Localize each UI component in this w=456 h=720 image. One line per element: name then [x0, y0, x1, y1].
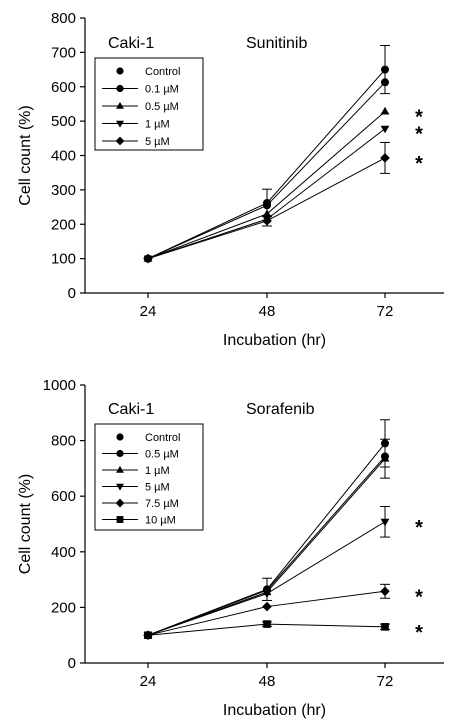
significance-star: * [415, 124, 423, 146]
legend-box [94, 57, 204, 151]
x-tick-label: 24 [140, 673, 157, 690]
significance-star: * [415, 107, 423, 129]
data-point [143, 253, 153, 264]
legend: Control 0.1 µM 0.5 µM 1 µM 5 µM [94, 57, 204, 151]
data-point [380, 586, 390, 597]
drug-label: Sunitinib [246, 35, 307, 52]
x-tick-label: 48 [259, 303, 276, 320]
legend-label: 0.5 µM [145, 101, 179, 113]
y-tick-label: 100 [51, 251, 76, 268]
legend-marker [116, 120, 124, 128]
data-point [381, 78, 389, 87]
significance-star: * [415, 517, 423, 539]
data-point [263, 201, 271, 210]
significance-star: * [415, 622, 423, 644]
legend-label: 1 µM [145, 119, 170, 131]
legend-marker [116, 101, 124, 109]
legend-marker [115, 136, 125, 146]
y-tick-label: 200 [51, 216, 76, 233]
data-point [380, 125, 390, 134]
x-tick-label: 24 [140, 303, 157, 320]
data-point [262, 590, 272, 599]
cell-line-label: Caki-1 [108, 35, 154, 52]
x-tick-label: 48 [259, 673, 276, 690]
y-axis-title: Cell count (%) [17, 105, 34, 205]
data-point [381, 65, 389, 74]
data-point [144, 631, 152, 639]
legend: Control 0.5 µM 1 µM 5 µM 7.5 µM 10 µM [94, 423, 204, 531]
y-tick-label: 1000 [43, 377, 76, 394]
y-tick-label: 400 [51, 148, 76, 165]
data-point [380, 106, 390, 115]
y-tick-label: 400 [51, 544, 76, 561]
series-5 [143, 141, 390, 264]
chart-panel-2: 0 200 400 600 800 1000 24 48 72 Incubation (hr) Ce… [17, 377, 444, 719]
y-tick-label: 600 [51, 488, 76, 505]
data-point [262, 209, 272, 217]
legend-marker [116, 67, 124, 75]
drug-label: Sorafenib [246, 401, 315, 418]
legend-label: 0.5 µM [145, 449, 179, 461]
legend-marker [116, 465, 124, 473]
chart-panel-1: 0 100 200 300 400 500 600 700 800 24 48 72 Incubatio… [17, 10, 444, 349]
significance-star: * [415, 586, 423, 608]
data-point [262, 216, 272, 226]
legend-label: Control [145, 66, 180, 78]
legend-label: 5 µM [145, 482, 170, 494]
y-tick-label: 500 [51, 113, 76, 130]
y-tick-label: 300 [51, 182, 76, 199]
data-point [263, 620, 271, 628]
legend-label: Control [145, 432, 180, 444]
x-tick-label: 72 [377, 673, 394, 690]
legend-marker [116, 449, 124, 458]
legend-marker [116, 516, 124, 523]
x-axis-title: Incubation (hr) [223, 702, 326, 719]
y-tick-label: 800 [51, 10, 76, 27]
y-tick-label: 0 [68, 655, 76, 672]
y-tick-label: 600 [51, 79, 76, 96]
legend-marker [116, 483, 124, 491]
y-tick-label: 200 [51, 599, 76, 616]
legend-marker [116, 84, 124, 93]
legend-label: 0.1 µM [145, 84, 179, 96]
data-point [380, 518, 390, 527]
y-tick-label: 700 [51, 44, 76, 61]
cell-line-label: Caki-1 [108, 401, 154, 418]
y-axis-title: Cell count (%) [17, 474, 34, 574]
series-6 [144, 620, 390, 639]
significance-star: * [415, 153, 423, 175]
legend-box [94, 423, 204, 531]
legend-label: 5 µM [145, 136, 170, 148]
legend-label: 10 µM [145, 515, 176, 527]
y-tick-label: 0 [68, 285, 76, 302]
x-tick-label: 72 [377, 303, 394, 320]
y-tick-label: 800 [51, 433, 76, 450]
data-point [380, 454, 390, 462]
x-axis-title: Incubation (hr) [223, 332, 326, 349]
legend-label: 7.5 µM [145, 498, 179, 510]
data-point [381, 623, 389, 631]
legend-label: 1 µM [145, 465, 170, 477]
data-point [262, 601, 272, 612]
legend-marker [115, 498, 125, 508]
legend-marker [116, 433, 124, 441]
data-point [380, 153, 390, 163]
